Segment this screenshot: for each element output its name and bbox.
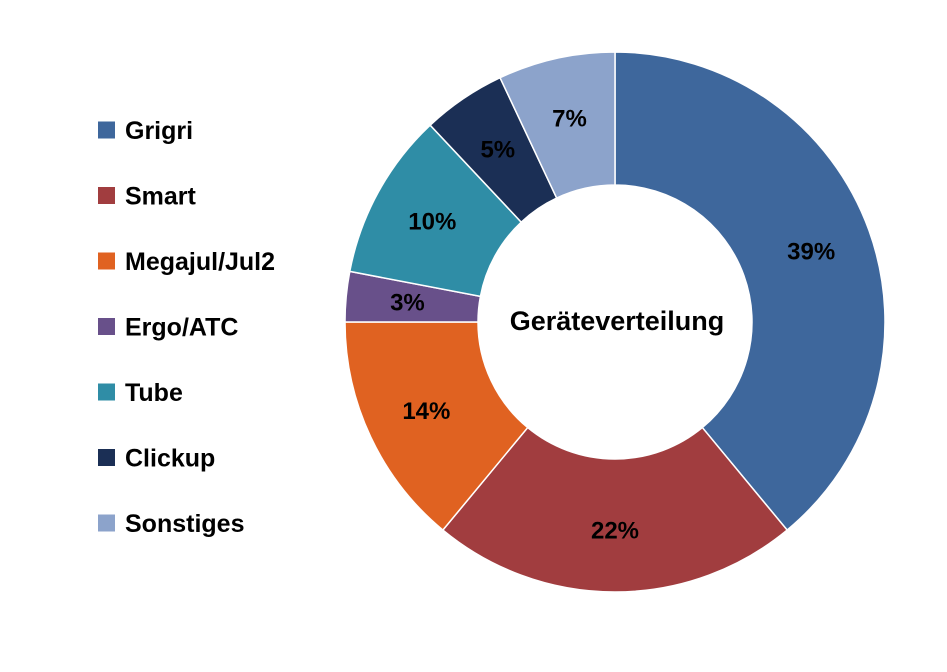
slice-grigri: [614, 51, 886, 532]
slice-smart: [441, 426, 789, 593]
legend-label-megajul-jul2: Megajul/Jul2: [125, 248, 275, 276]
slice-sonstiges: [499, 51, 616, 200]
legend-swatch-smart: [98, 187, 115, 204]
legend-label-sonstiges: Sonstiges: [125, 510, 244, 538]
value-label-ergo-atc: 3%: [390, 289, 425, 316]
donut-value-labels: 39% 22% 14% 3% 10% 5% 7%: [390, 106, 835, 545]
legend-label-grigri: Grigri: [125, 117, 193, 145]
legend-label-ergo-atc: Ergo/ATC: [125, 314, 238, 342]
donut-slices: [344, 51, 886, 593]
chart-center-title: Geräteverteilung: [510, 306, 725, 336]
value-label-clickup: 5%: [480, 137, 515, 164]
legend-label-smart: Smart: [125, 183, 197, 211]
legend-swatch-tube: [98, 383, 115, 401]
legend-swatch-grigri: [98, 121, 115, 139]
value-label-megajul-jul2: 14%: [402, 398, 450, 425]
chart-legend: Grigri Smart Megajul/Jul2 Ergo/ATC Tube Click…: [98, 117, 275, 538]
legend-swatch-ergo-atc: [98, 318, 115, 335]
value-label-grigri: 39%: [787, 238, 835, 265]
legend-swatch-clickup: [98, 449, 115, 466]
value-label-tube: 10%: [408, 209, 456, 236]
legend-swatch-sonstiges: [98, 514, 115, 532]
value-label-smart: 22%: [591, 518, 639, 545]
legend-label-tube: Tube: [125, 379, 183, 407]
legend-label-clickup: Clickup: [125, 445, 215, 473]
legend-swatch-megajul-jul2: [98, 252, 115, 270]
value-label-sonstiges: 7%: [552, 106, 587, 133]
slice-megajul-jul2: [344, 321, 529, 532]
